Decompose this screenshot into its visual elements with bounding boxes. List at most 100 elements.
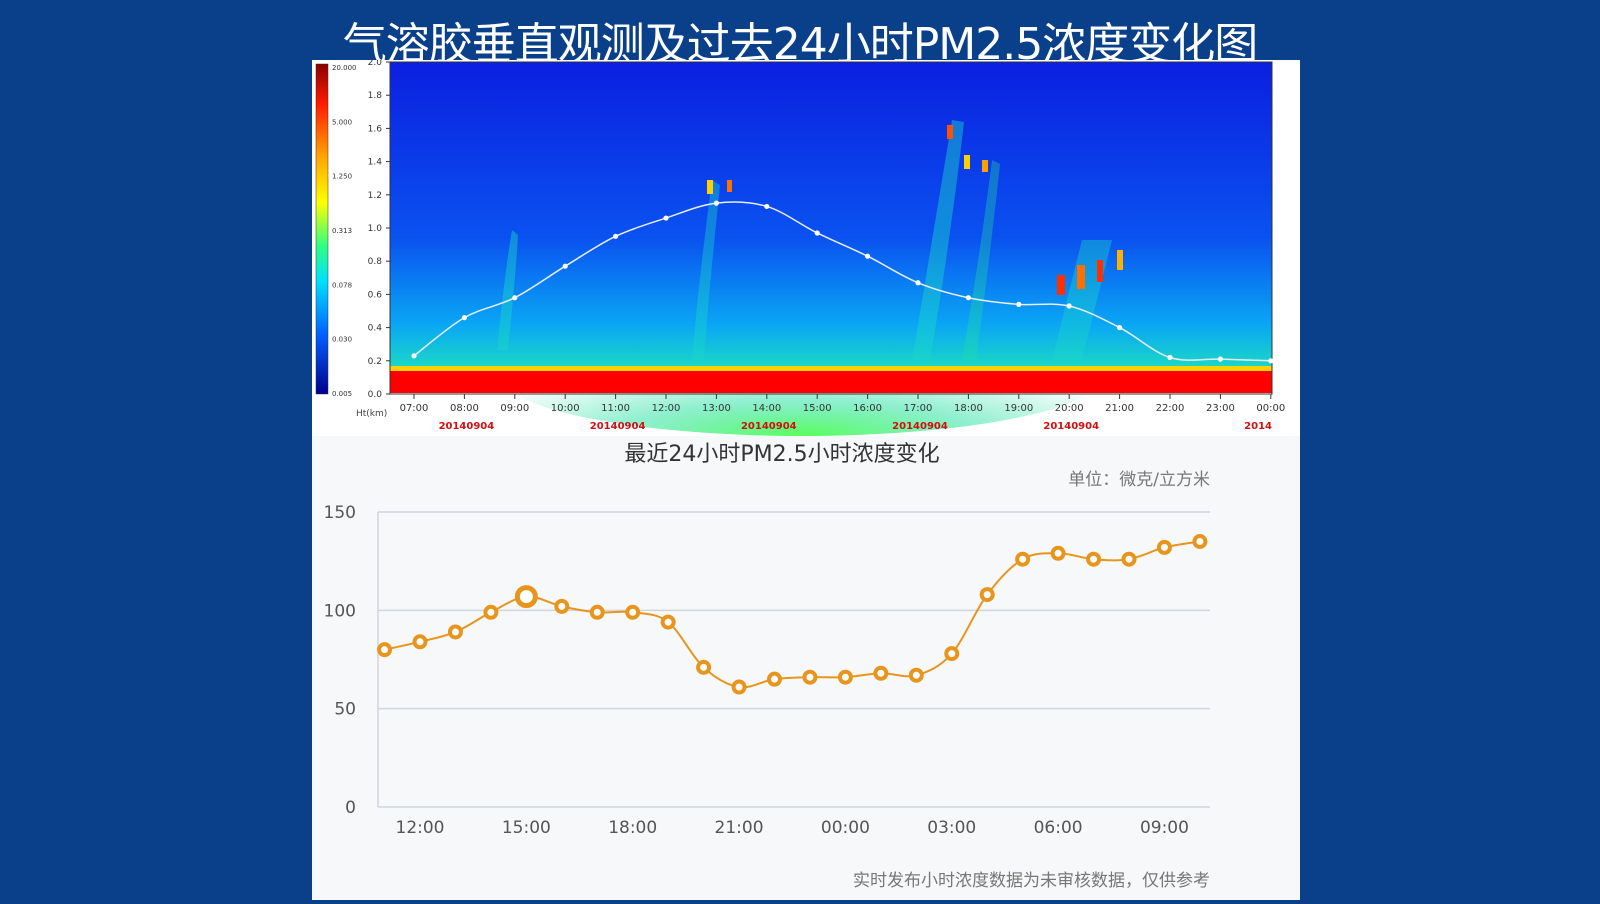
pm25-unit: 单位：微克/立方米: [1068, 470, 1210, 490]
heatmap-x-tick-label: 16:00: [853, 403, 882, 414]
heatmap-y-tick-label: 1.4: [368, 158, 383, 168]
heatmap-x-tick-label: 12:00: [652, 403, 681, 414]
pm25-point: [1015, 551, 1031, 567]
heatmap-x-tick-label: 18:00: [954, 403, 983, 414]
boundary-point: [814, 230, 820, 236]
colorbar-label: 0.078: [332, 281, 352, 289]
chart-svg: 0.00.20.40.60.81.01.21.41.61.82.0 07:00 0…: [312, 58, 1300, 900]
heatmap-x-tick-label: 09:00: [500, 403, 529, 414]
pm25-points: [377, 534, 1208, 695]
colorbar: [315, 63, 329, 395]
heatmap-x-tick-label: 20:00: [1055, 403, 1084, 414]
boundary-point: [1066, 303, 1072, 309]
heatmap-x-tick-label: 17:00: [904, 403, 933, 414]
pm25-y-tick-label: 0: [345, 798, 356, 818]
pm25-x-tick-label: 15:00: [502, 818, 551, 838]
pm25-x-tick-label: 12:00: [396, 818, 445, 838]
heatmap-x-tick-label: 21:00: [1105, 403, 1134, 414]
heatmap-x-tick-label: 14:00: [752, 403, 781, 414]
pm25-point: [625, 604, 641, 620]
pm25-point: [377, 642, 393, 658]
pm25-y-tick-label: 100: [324, 601, 356, 621]
heatmap-y-tick-label: 0.4: [368, 324, 383, 334]
pm25-y-tick-label: 150: [324, 503, 356, 523]
pm25-x-tick-label: 06:00: [1034, 818, 1083, 838]
boundary-point: [865, 253, 871, 259]
heatmap-x-tick-label: 10:00: [551, 403, 580, 414]
pm25-x-tick-label: 00:00: [821, 818, 870, 838]
heatmap-x-tick-label: 00:00: [1256, 403, 1285, 414]
pm25-point: [483, 604, 499, 620]
pm25-point: [554, 598, 570, 614]
heatmap-y-tick-label: 0.2: [368, 357, 382, 367]
pm25-point: [1086, 551, 1102, 567]
heatmap-surface-band: [390, 366, 1272, 372]
heatmap-x-tick-label: 22:00: [1156, 403, 1185, 414]
pm25-point: [1121, 551, 1137, 567]
boundary-point: [1016, 301, 1022, 307]
boundary-point: [713, 200, 719, 206]
boundary-line: [413, 201, 1271, 362]
pm25-point: [767, 671, 782, 687]
pm25-point: [1192, 534, 1208, 549]
pm25-chart: 最近24小时PM2.5小时浓度变化 单位：微克/立方米 0 50 100 150 12…: [312, 436, 1300, 900]
boundary-point: [1217, 356, 1223, 362]
boundary-point: [512, 295, 518, 301]
heatmap-y-tick-label: 0.8: [368, 257, 383, 267]
boundary-point: [1268, 358, 1274, 364]
boundary-point: [965, 295, 972, 301]
heatmap-x-tick-label: 15:00: [803, 403, 832, 414]
pm25-gridlines: [377, 511, 1210, 808]
boundary-point: [764, 203, 770, 210]
lidar-heatmap: 0.00.20.40.60.81.01.21.41.61.82.0 07:00 0…: [315, 58, 1285, 436]
heatmap-y-tick-label: 0.0: [368, 390, 383, 400]
heatmap-plumes: [497, 120, 1123, 360]
pm25-x-tick-label: 09:00: [1140, 818, 1189, 838]
heatmap-date-label: 20140904: [439, 421, 495, 432]
pm25-point: [589, 604, 605, 620]
pm25-point: [873, 665, 889, 681]
heatmap-x-tick-label: 13:00: [702, 403, 731, 414]
colorbar-label: 1.250: [332, 173, 352, 181]
colorbar-label: 5.000: [332, 118, 352, 126]
pm25-x-tick-label: 18:00: [608, 818, 657, 838]
boundary-point: [562, 263, 568, 269]
heatmap-x-tick-label: 08:00: [450, 403, 479, 414]
heatmap-y-tick-label: 1.6: [368, 124, 383, 134]
heatmap-y-tick-label: 0.6: [368, 290, 383, 300]
pm25-point: [696, 659, 712, 675]
colorbar-label: 0.030: [332, 336, 352, 344]
heatmap-x-tick-label: 23:00: [1206, 403, 1235, 414]
heatmap-x-tick-label: 19:00: [1004, 403, 1033, 414]
heatmap-y-axis: 0.0 0.2 0.4 0.6 0.8 1.0 1.2 1.4 1.6 1.8 2.0: [368, 58, 390, 400]
boundary-point: [663, 215, 669, 221]
pm25-point: [908, 667, 924, 683]
heatmap-date-labels: 20140904 20140904 20140904 20140904 20140904…: [439, 421, 1272, 432]
heatmap-date-label: 20140904: [590, 421, 646, 432]
heatmap-x-axis: 07:00 08:00 09:00 10:00 11:00 12:00 13:00 14:00…: [400, 394, 1285, 414]
pm25-point: [802, 669, 818, 685]
pm25-footnote: 实时发布小时浓度数据为未审核数据，仅供参考: [853, 871, 1210, 891]
pm25-title: 最近24小时PM2.5小时浓度变化: [624, 442, 939, 467]
colorbar-label: 20.000: [332, 64, 357, 72]
pm25-point: [412, 634, 428, 650]
heatmap-date-label: 2014: [1244, 421, 1272, 432]
pm25-point: [514, 585, 538, 609]
pm25-background: [312, 436, 1300, 900]
boundary-point: [461, 315, 467, 321]
boundary-point: [411, 353, 417, 359]
pm25-y-axis: 0 50 100 150: [324, 503, 356, 818]
pm25-x-axis: 12:00 15:00 18:00 21:00 00:00 03:00 06:00 09:00: [396, 818, 1189, 838]
pm25-point: [979, 587, 995, 603]
pm25-x-tick-label: 03:00: [927, 818, 976, 838]
pm25-point: [944, 646, 960, 662]
colorbar-label: 0.313: [332, 227, 352, 235]
heatmap-date-label: 20140904: [741, 421, 797, 432]
pm25-y-tick-label: 50: [334, 700, 356, 720]
colorbar-labels: 20.000 5.000 1.250 0.313 0.078 0.030 0.005: [332, 64, 357, 398]
heatmap-date-label: 20140904: [1043, 421, 1099, 432]
chart-panel: 0.0 0.2 0.4 0.6 0.8 1.0 1.2 1.4 1.6 1.8 2.0 07:00 0…: [312, 58, 1300, 900]
heatmap-x-tick-label: 07:00: [400, 403, 429, 414]
pm25-point: [1050, 545, 1066, 561]
colorbar-label: 0.005: [332, 390, 352, 398]
